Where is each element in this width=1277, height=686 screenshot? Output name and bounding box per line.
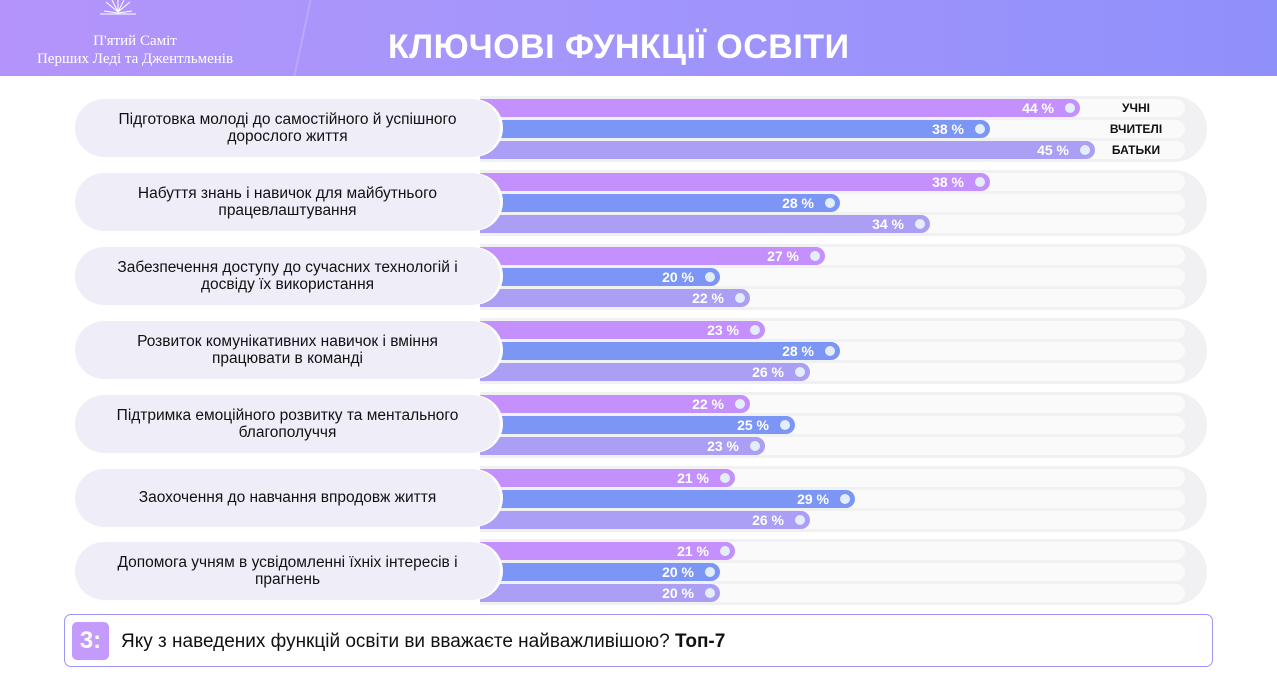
bar-parents: 45 % [480, 141, 1095, 159]
page-title: КЛЮЧОВІ ФУНКЦІЇ ОСВІТИ [388, 28, 850, 66]
category-label: Допомога учням в усвідомленні їхніх інте… [75, 542, 500, 601]
data-label: 20 % [662, 268, 694, 285]
bar-end-dot [780, 419, 790, 430]
bar-end-dot [1065, 103, 1075, 113]
data-label: 34 % [872, 215, 904, 232]
bar-end-dot [840, 493, 850, 504]
category-label: Набуття знань і навичок для майбутнього … [75, 172, 500, 231]
bar-end-dot [720, 546, 730, 557]
data-label: 26 % [752, 511, 784, 528]
bar-end-dot [735, 398, 745, 409]
question-label: Яку з наведених функцій освіти ви вважає… [121, 631, 670, 652]
bar-parents: 22 % [480, 288, 750, 307]
question-suffix: Топ-7 [674, 631, 726, 652]
bar-teachers: 28 % [480, 341, 840, 360]
category-label: Заохочення до навчання впродовж життя [75, 468, 500, 527]
data-label: 38 % [932, 121, 964, 137]
bar-end-dot [975, 176, 985, 187]
legend-parents: БАТЬКИ [1111, 143, 1161, 157]
bar-end-dot [795, 514, 805, 525]
bar-students: 38 % [480, 172, 990, 191]
category-label: Забезпечення доступу до сучасних техноло… [75, 246, 500, 305]
data-label: 28 % [782, 194, 814, 211]
data-label: 27 % [767, 247, 799, 264]
bar-students: 44 % [480, 99, 1080, 117]
organization-name-line1: П'ятий Саміт [93, 33, 177, 49]
bar-end-dot [1080, 145, 1090, 155]
bar-students: 27 % [480, 246, 825, 265]
category-label: Підтримка емоційного розвитку та менталь… [75, 394, 500, 453]
bar-end-dot [705, 588, 715, 599]
bar-parents: 20 % [480, 584, 720, 603]
bar-teachers: 28 % [480, 193, 840, 212]
bar-students: 23 % [480, 320, 765, 339]
bar-students: 22 % [480, 394, 750, 413]
bar-parents: 26 % [480, 510, 810, 529]
data-label: 23 % [707, 321, 739, 338]
bar-students: 21 % [480, 468, 735, 487]
bar-end-dot [825, 197, 835, 208]
data-label: 25 % [737, 416, 769, 433]
bar-students: 21 % [480, 542, 735, 561]
bar-teachers: 38 % [480, 120, 990, 138]
bar-parents: 23 % [480, 436, 765, 455]
question-text: Яку з наведених функцій освіти ви вважає… [121, 631, 725, 653]
bar-end-dot [915, 218, 925, 229]
bar-end-dot [795, 366, 805, 377]
category-label: Підготовка молоді до самостійного й успі… [75, 99, 500, 157]
bar-end-dot [810, 250, 820, 261]
data-label: 38 % [932, 173, 964, 190]
book-logo-icon [100, 0, 136, 15]
bar-teachers: 25 % [480, 415, 795, 434]
bar-end-dot [720, 472, 730, 483]
data-label: 29 % [797, 490, 829, 507]
bar-end-dot [735, 292, 745, 303]
data-label: 21 % [677, 543, 709, 560]
data-label: 22 % [692, 289, 724, 306]
organization-name-line2: Перших Леді та Джентльменів [36, 51, 234, 67]
data-label: 22 % [692, 395, 724, 412]
bar-end-dot [750, 440, 760, 451]
legend-students: УЧНІ [1122, 101, 1150, 115]
bar-end-dot [825, 345, 835, 356]
data-label: 28 % [782, 342, 814, 359]
header-banner: П'ятий Саміт Перших Леді та Джентльменів… [0, 0, 1277, 76]
data-label: 20 % [662, 585, 694, 602]
bar-parents: 34 % [480, 214, 930, 233]
data-label: 26 % [752, 363, 784, 380]
data-label: 20 % [662, 564, 694, 581]
bar-end-dot [750, 324, 760, 335]
question-box: 3: Яку з наведених функцій освіти ви вва… [64, 614, 1213, 667]
bar-teachers: 20 % [480, 563, 720, 582]
data-label: 23 % [707, 437, 739, 454]
legend-teachers: ВЧИТЕЛІ [1109, 122, 1163, 136]
bar-parents: 26 % [480, 362, 810, 381]
bar-end-dot [705, 271, 715, 282]
data-label: 45 % [1037, 142, 1069, 158]
category-label: Розвиток комунікативних навичок і вміння… [75, 320, 500, 379]
bar-teachers: 29 % [480, 489, 855, 508]
data-label: 21 % [677, 469, 709, 486]
bar-teachers: 20 % [480, 267, 720, 286]
bar-end-dot [705, 567, 715, 578]
bar-end-dot [975, 124, 985, 134]
question-number-badge: 3: [72, 622, 109, 660]
data-label: 44 % [1022, 100, 1054, 116]
